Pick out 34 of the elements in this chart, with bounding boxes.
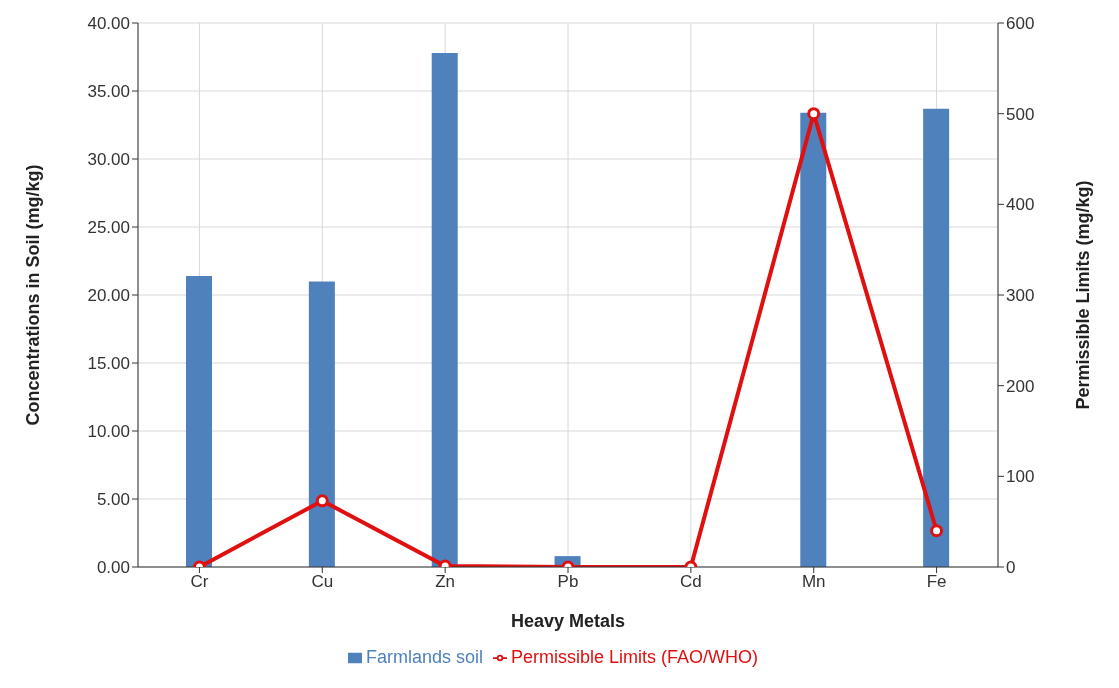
y2-axis-title: Permissible Limits (mg/kg): [1073, 180, 1094, 410]
point: [807, 107, 821, 121]
x-tick-label: Cu: [311, 572, 334, 592]
y-tick-label: 10.00: [87, 422, 130, 442]
x-axis-title: Heavy Metals: [510, 611, 626, 631]
legend-label: Permissible Limits (FAO/WHO): [511, 647, 759, 667]
x-tick-label: Mn: [801, 572, 826, 592]
y-tick-label: 5.00: [96, 490, 130, 510]
y2-tick-label: 0: [1006, 558, 1016, 578]
bar: [431, 52, 458, 567]
y2-tick-label: 100: [1006, 467, 1035, 487]
y2-tick-label: 600: [1006, 14, 1035, 34]
y2-tick-label: 300: [1006, 286, 1035, 306]
y-tick-label: 25.00: [87, 218, 130, 238]
bar: [308, 281, 335, 567]
legend-label: Farmlands soil: [365, 647, 483, 667]
bar: [923, 108, 950, 567]
x-tick-label: Pb: [557, 572, 579, 592]
x-tick-label: Cd: [679, 572, 702, 592]
y2-tick-label: 200: [1006, 376, 1035, 396]
y-axis-title: Concentrations in Soil (mg/kg): [23, 164, 44, 426]
y-tick-label: 30.00: [87, 150, 130, 170]
y-tick-label: 35.00: [87, 82, 130, 102]
x-tick-label: Cr: [190, 572, 209, 592]
bar: [186, 275, 212, 567]
x-tick-label: Fe: [926, 572, 947, 592]
y2-tick-label: 500: [1006, 104, 1035, 124]
y-tick-label: 20.00: [87, 286, 130, 306]
bar: [800, 112, 827, 567]
x-tick-label: Zn: [435, 572, 456, 592]
y-tick-label: 0.00: [96, 558, 130, 578]
y-tick-label: 40.00: [87, 14, 130, 34]
y-tick-label: 15.00: [87, 354, 130, 374]
y2-tick-label: 400: [1006, 195, 1035, 215]
